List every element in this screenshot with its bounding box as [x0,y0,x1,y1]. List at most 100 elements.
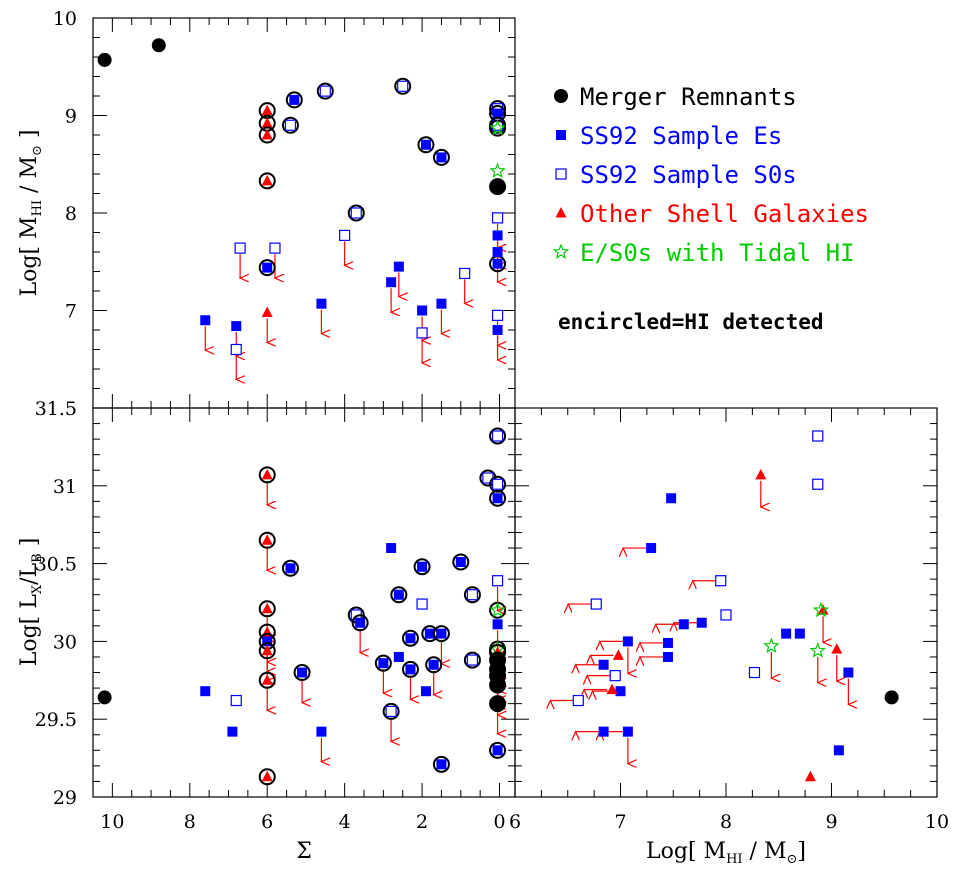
detection-circle [293,664,311,682]
es-point [598,659,609,670]
shell-galaxy-point [261,174,273,186]
s0-point [234,242,246,254]
detection-circle [463,651,481,669]
es-point [622,636,633,647]
legend-label: Other Shell Galaxies [580,200,869,228]
es-point [393,651,404,662]
es-point [417,305,428,316]
detection-circle [390,586,408,604]
s0-point [466,654,479,666]
shell-galaxy-point [261,602,273,614]
detection-circle [432,625,450,643]
shell-galaxy-point [817,604,829,615]
x-tick-label: 6 [509,811,521,833]
shell-galaxy-point [261,306,273,317]
merger-remnant-point [490,696,505,711]
shell-galaxy-point [555,207,567,218]
x-tick-label: 0 [493,811,505,833]
detection-circle [382,702,400,720]
s0-point [609,670,621,682]
es-point [436,152,447,163]
es-point [420,686,431,697]
s0-point [416,327,428,339]
detection-circle [452,553,470,571]
tidal-hi-point [489,119,506,136]
es-point [696,617,707,628]
es-point [355,617,366,628]
es-point [424,628,435,639]
s0-point [590,598,602,610]
detection-circle [285,91,303,109]
x-tick-label: 7 [614,811,626,833]
y-tick-label: 9 [65,106,77,128]
note-text: encircled=HI detected [558,310,824,334]
detection-circle [489,178,507,196]
detection-circle [417,136,435,154]
es-point [492,247,503,257]
detection-circle [258,172,276,190]
detection-circle [401,660,419,678]
es-point [781,628,792,639]
legend-label: Merger Remnants [580,83,797,111]
es-point [436,628,447,639]
s0-point [491,212,504,224]
detection-circle [316,82,334,100]
s0-point [715,575,727,587]
merger-remnant-point [490,677,505,692]
tidal-hi-point [489,601,506,618]
legend-label: SS92 Sample S0s [580,161,797,189]
detection-circle [489,676,507,694]
detection-circle [489,427,507,445]
detection-circle [258,466,276,484]
shell-galaxy-point [261,674,273,685]
panel-frame-top-left [92,17,516,409]
y-tick-label: 8 [65,203,77,225]
s0-point [491,478,504,490]
merger-remnant-point [97,52,112,67]
es-point [492,745,503,756]
s0-point [466,589,479,601]
detection-circle [258,126,276,144]
detection-circle [258,259,276,277]
detection-circle [258,671,276,689]
x-axis-label-mhi: Log[ MHI / M⊙] [646,839,806,867]
tidal-hi-point [489,162,506,179]
es-point [316,726,327,737]
shell-galaxy-point [804,770,816,782]
axis-labels: Log[ MHI / M⊙ ] Log[ LX/LB ] Σ Log[ MHI / M… [17,130,806,867]
y-tick-label: 7 [65,301,77,323]
es-point [436,759,447,770]
y-tick-label: 30 [53,631,77,653]
x-tick-label: 6 [261,811,273,833]
es-point [492,230,503,241]
es-point [492,258,503,269]
s0-point [748,666,761,679]
s0-point [397,80,409,92]
es-point [666,493,677,504]
es-point [393,261,404,272]
detection-circle [374,654,392,672]
limit-arrows [205,223,848,764]
es-point [285,563,296,574]
detection-circle [463,586,481,604]
es-point [262,636,273,647]
s0-point [339,229,351,242]
es-point [200,686,211,697]
es-point [420,139,431,150]
es-point [289,94,300,105]
es-point [316,298,327,309]
tick-labels: 7 8 9 10 10 8 6 4 2 0 29 29.5 30 30.5 31 31.5 6 7 8 9 10 [35,8,949,833]
shell-galaxy-point [261,644,273,656]
s0-point [269,242,281,254]
merger-remnant-point [554,89,568,103]
s0-point [812,430,824,442]
detection-circle [432,755,450,773]
s0-point [555,168,567,180]
detection-circle [432,148,450,166]
s0-point [385,705,397,718]
s0-point [720,609,732,621]
es-point [678,619,689,630]
x-tick-label: 8 [184,811,196,833]
es-point [386,277,397,288]
